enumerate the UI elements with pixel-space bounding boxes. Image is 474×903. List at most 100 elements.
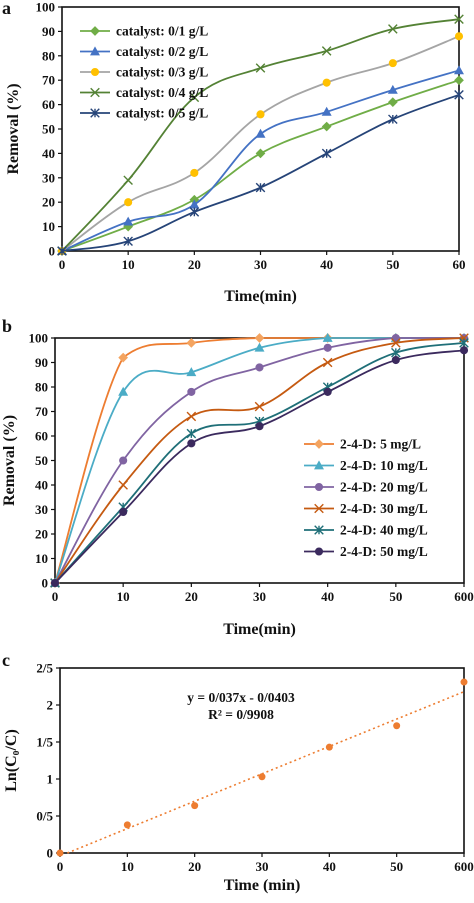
panel-letter: c [2,650,10,670]
data-point [57,246,67,256]
x-tick-label: 0 [57,859,64,874]
legend-swatch-marker [314,460,324,470]
y-tick-label: 10 [42,219,55,234]
data-point [123,216,134,226]
legend-label: catalyst: 0/2 g/L [116,44,208,59]
data-point [387,84,398,94]
x-tick-label: 50 [386,257,399,272]
x-tick-label: 50 [390,859,403,874]
legend-label: 2-4-D: 10 mg/L [340,458,428,473]
data-point [388,114,398,125]
legend-swatch-marker [314,439,324,449]
data-point [323,343,332,352]
y-tick-label: 0 [42,576,49,591]
legend-label: 2-4-D: 40 mg/L [340,523,428,538]
y-tick-label: 10 [35,551,48,566]
y-tick-label: 0/5 [36,809,53,824]
y-tick-label: 80 [42,48,55,63]
data-point [321,46,332,56]
x-tick-label: 600 [454,859,474,874]
y-tick-label: 20 [35,527,48,542]
data-point [321,106,332,116]
data-point [255,363,264,372]
legend-swatch-marker [90,87,100,98]
y-tick-label: 60 [35,429,48,444]
data-point [255,63,266,73]
trendline [67,690,465,854]
data-point [123,821,131,829]
data-point [322,357,333,368]
y-tick-label: 40 [42,146,55,161]
legend-swatch-marker [90,108,100,118]
data-point [459,346,469,355]
trendline-equation: y = 0/037x - 0/0403 [187,690,295,705]
y-tick-label: 20 [42,195,55,210]
x-axis-label: Time (min) [224,877,301,894]
x-tick-label: 30 [254,257,267,272]
legend-label: catalyst: 0/1 g/L [116,24,208,39]
x-tick-label: 20 [188,257,201,272]
legend-swatch-marker [90,26,100,36]
data-point [254,342,265,352]
data-point [323,387,332,396]
data-point [325,743,333,751]
data-point [187,387,196,396]
x-tick-label: 20 [185,589,198,604]
legend-swatch-marker [314,482,324,492]
data-point [118,386,129,396]
data-point [119,456,128,465]
x-axis-label: Time(min) [224,288,297,305]
data-point [454,32,464,41]
chart-panel-c: c 0 10 20 30 40 50 600 0 0/5 1 1/5 2 2/5 Time (min) Ln(… [2,650,474,894]
data-point [391,355,400,365]
x-tick-label: 40 [323,859,336,874]
data-point [391,347,401,358]
panel-letter: b [2,316,12,336]
data-point [255,182,266,193]
data-point [190,168,199,177]
x-tick-label: 50 [389,589,402,604]
panel-letter: a [2,0,11,18]
x-axis-label: Time(min) [223,621,296,638]
data-point [459,338,469,348]
legend-label: catalyst: 0/5 g/L [116,106,208,121]
y-tick-label: 90 [35,355,48,370]
y-tick-label: 70 [42,73,55,88]
y-tick-label: 0 [47,846,54,861]
x-tick-label: 30 [256,859,269,874]
data-point [254,401,265,412]
legend-label: 2-4-D: 50 mg/L [340,544,428,559]
legend-swatch-marker [314,503,324,514]
data-point [388,59,397,68]
data-point [391,333,400,343]
trendline-r-squared: R² = 0/9908 [208,707,274,722]
data-point [186,367,197,377]
data-point [321,148,332,159]
chart-panel-a: a 0 10 20 30 40 50 60 0 10 20 30 40 50 60 70 80 90 100 Time… [2,0,466,305]
x-tick-label: 10 [121,859,134,874]
y-tick-label: 30 [35,502,48,517]
data-point [391,338,401,348]
data-point [388,24,398,34]
data-point [322,78,331,87]
data-point [119,507,128,517]
y-axis-label: Ln(C₀/C) [3,729,20,792]
y-tick-label: 90 [42,24,55,39]
y-tick-label: 0 [49,244,56,259]
data-point [454,65,464,75]
y-axis-label: Removal (%) [5,83,22,174]
data-point [255,148,266,159]
x-tick-label: 600 [454,589,474,604]
data-point [387,97,398,108]
legend-swatch-marker [90,46,100,56]
data-point [186,338,197,348]
y-tick-label: 1 [47,772,54,787]
data-point [393,722,401,730]
y-tick-label: 50 [35,453,48,468]
y-axis-label: Removal (%) [1,415,18,506]
legend-swatch-marker [314,547,324,556]
y-tick-label: 100 [36,0,56,15]
y-tick-label: 2 [47,698,54,713]
y-tick-label: 2/5 [36,661,53,676]
